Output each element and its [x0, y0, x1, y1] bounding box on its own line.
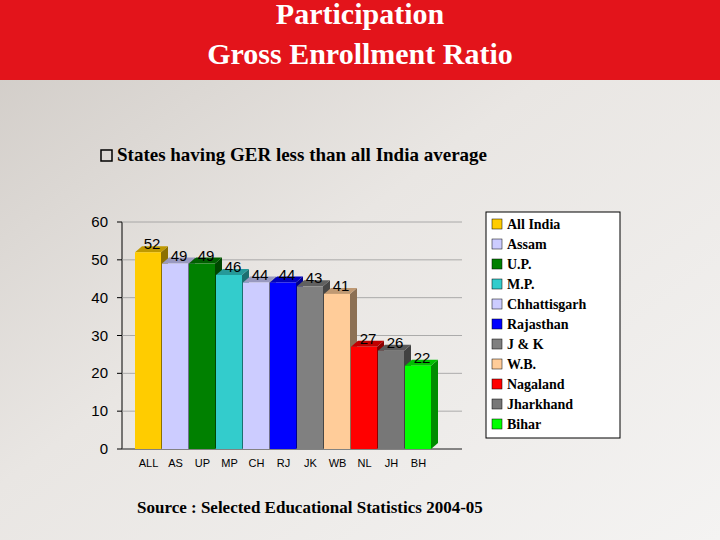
- y-tick-label: 20: [91, 364, 108, 381]
- bar-front: [270, 283, 296, 449]
- legend-label: Jharkhand: [507, 397, 573, 412]
- x-tick-label: AS: [168, 457, 183, 469]
- x-tick-label: JK: [304, 457, 318, 469]
- title: Participation: [276, 0, 445, 30]
- x-tick-label: NL: [357, 457, 371, 469]
- data-label: 41: [333, 277, 350, 294]
- y-tick-label: 30: [91, 327, 108, 344]
- legend-swatch: [492, 259, 502, 269]
- background: [0, 0, 720, 540]
- legend-swatch: [492, 319, 502, 329]
- y-tick-label: 0: [100, 440, 108, 457]
- x-tick-label: BH: [411, 457, 426, 469]
- data-label: 44: [279, 266, 296, 283]
- y-tick: [117, 259, 122, 260]
- x-tick-label: MP: [221, 457, 238, 469]
- legend-label: All India: [507, 217, 560, 232]
- y-tick: [117, 297, 122, 298]
- data-labels: 52 49 49 46 44 44 43 41 27 26 22: [144, 235, 431, 366]
- legend-label: J & K: [507, 337, 544, 352]
- data-label: 44: [252, 266, 269, 283]
- legend-swatch: [492, 399, 502, 409]
- legend-box: [486, 212, 620, 438]
- legend-label: M.P.: [507, 277, 534, 292]
- legend-label: Nagaland: [507, 377, 565, 392]
- y-tick: [117, 373, 122, 374]
- bar-front: [243, 283, 269, 449]
- legend-swatch: [492, 419, 502, 429]
- legend-label: Chhattisgarh: [507, 297, 587, 312]
- source: Source : Selected Educational Statistics…: [137, 498, 483, 517]
- bar-front: [297, 286, 323, 449]
- data-label: 46: [225, 258, 242, 275]
- legend-label: Assam: [507, 237, 547, 252]
- bar-front: [351, 347, 377, 449]
- bar-side: [431, 360, 438, 449]
- legend: All India Assam U.P. M.P. Chhattisgarh Rajast…: [486, 212, 620, 438]
- subtitle: Gross Enrollment Ratio: [207, 37, 513, 70]
- x-tick-label: RJ: [277, 457, 290, 469]
- legend-swatch: [492, 299, 502, 309]
- x-tick-label: WB: [329, 457, 347, 469]
- y-tick-label: 10: [91, 402, 108, 419]
- legend-swatch: [492, 379, 502, 389]
- legend-swatch: [492, 279, 502, 289]
- legend-label: Rajasthan: [507, 317, 569, 332]
- legend-label: W.B.: [507, 357, 536, 372]
- legend-swatch: [492, 339, 502, 349]
- data-label: 27: [360, 330, 377, 347]
- x-tick-label: ALL: [139, 457, 159, 469]
- y-tick-label: 40: [91, 289, 108, 306]
- y-tick: [117, 411, 122, 412]
- legend-swatch: [492, 359, 502, 369]
- slide: Participation Gross Enrollment Ratio State…: [0, 0, 720, 540]
- y-tick: [117, 335, 122, 336]
- y-tick: [117, 449, 122, 450]
- data-label: 43: [306, 269, 323, 286]
- data-label: 22: [414, 349, 431, 366]
- bars: [135, 246, 438, 449]
- data-label: 26: [387, 334, 404, 351]
- x-tick-label: UP: [195, 457, 210, 469]
- legend-swatch: [492, 219, 502, 229]
- legend-label: U.P.: [507, 257, 531, 272]
- data-label: 52: [144, 235, 161, 252]
- grid-line: [122, 222, 462, 223]
- legend-label: Bihar: [507, 417, 541, 432]
- bar-front: [324, 294, 350, 449]
- data-label: 49: [171, 247, 188, 264]
- bar-front: [216, 275, 242, 449]
- x-tick-label: CH: [249, 457, 265, 469]
- bar-front: [378, 351, 404, 449]
- data-label: 49: [198, 247, 215, 264]
- bar-front: [189, 264, 215, 449]
- legend-swatch: [492, 239, 502, 249]
- bar-front: [135, 252, 161, 449]
- bar: [405, 360, 438, 449]
- bar-front: [162, 264, 188, 449]
- y-tick-label: 60: [91, 213, 108, 230]
- y-tick: [117, 222, 122, 223]
- y-tick-label: 50: [91, 251, 108, 268]
- bullet: [101, 150, 112, 161]
- bar-front: [405, 366, 431, 449]
- bullet-text: States having GER less than all India av…: [117, 144, 487, 165]
- x-tick-label: JH: [385, 457, 399, 469]
